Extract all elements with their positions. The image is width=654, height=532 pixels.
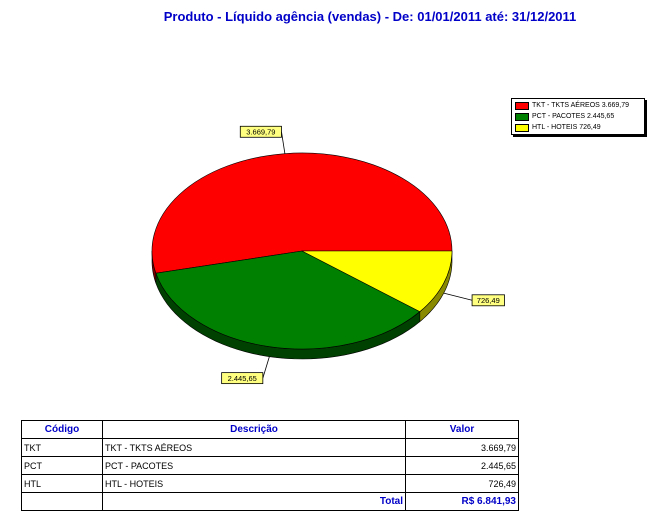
- legend-label: PCT - PACOTES 2.445,65: [532, 113, 615, 120]
- legend-item-tkt: TKT - TKTS AÉREOS 3.669,79: [515, 101, 641, 110]
- total-value: R$ 6.841,93: [405, 492, 519, 511]
- data-label-box: [221, 372, 264, 385]
- legend-swatch-yellow: [515, 123, 529, 132]
- data-label: 2.445,65: [228, 374, 257, 383]
- cell-description: HTL - HOTEIS: [102, 474, 406, 493]
- column-header-code: Código: [21, 420, 103, 439]
- label-leader-line: [281, 131, 286, 154]
- cell-value: 726,49: [405, 474, 519, 493]
- label-leader-line: [443, 292, 473, 301]
- data-label-box: [471, 294, 505, 307]
- legend-label: HTL - HOTEIS 726,49: [532, 124, 601, 131]
- pie-chart: 3.669,79 2.445,65 726,49: [151, 125, 505, 385]
- chart-legend: TKT - TKTS AÉREOS 3.669,79 PCT - PACOTES…: [511, 98, 645, 135]
- table-row: TKT TKT - TKTS AÉREOS 3.669,79: [21, 438, 519, 457]
- column-header-value: Valor: [405, 420, 519, 439]
- label-leader-line: [262, 356, 270, 379]
- legend-swatch-red: [515, 101, 529, 110]
- cell-code: TKT: [21, 438, 103, 457]
- summary-table: Código Descrição Valor TKT TKT - TKTS AÉ…: [21, 420, 519, 511]
- legend-label: TKT - TKTS AÉREOS 3.669,79: [532, 102, 630, 109]
- table-header-row: Código Descrição Valor: [21, 420, 519, 439]
- table-row: HTL HTL - HOTEIS 726,49: [21, 474, 519, 493]
- legend-swatch-green: [515, 112, 529, 121]
- data-label: 726,49: [477, 296, 500, 305]
- data-label-box: [239, 125, 282, 138]
- total-label: Total: [102, 492, 406, 511]
- cell-value: 3.669,79: [405, 438, 519, 457]
- total-blank-cell: [21, 492, 103, 511]
- cell-value: 2.445,65: [405, 456, 519, 475]
- cell-code: PCT: [21, 456, 103, 475]
- cell-description: TKT - TKTS AÉREOS: [102, 438, 406, 457]
- data-label: 3.669,79: [246, 128, 275, 137]
- column-header-description: Descrição: [102, 420, 406, 439]
- pie-slice-0: [151, 152, 453, 274]
- table-row: PCT PCT - PACOTES 2.445,65: [21, 456, 519, 475]
- cell-description: PCT - PACOTES: [102, 456, 406, 475]
- legend-item-htl: HTL - HOTEIS 726,49: [515, 123, 641, 132]
- report-title: Produto - Líquido agência (vendas) - De:…: [163, 9, 577, 24]
- table-total-row: Total R$ 6.841,93: [21, 492, 519, 511]
- pie-slice-2: [301, 250, 453, 312]
- legend-item-pct: PCT - PACOTES 2.445,65: [515, 112, 641, 121]
- pie-slice-1: [155, 250, 421, 350]
- cell-code: HTL: [21, 474, 103, 493]
